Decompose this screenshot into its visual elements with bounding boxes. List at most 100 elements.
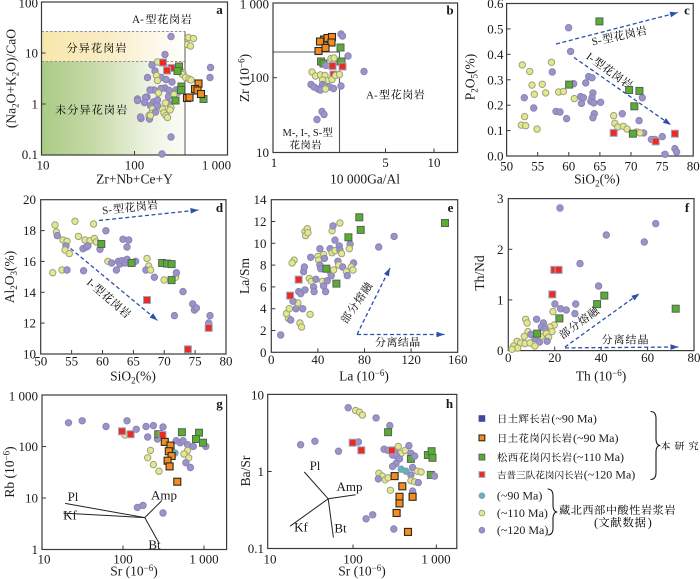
svg-text:Th (10−6): Th (10−6) bbox=[576, 368, 626, 384]
svg-text:18: 18 bbox=[23, 223, 36, 238]
svg-text:70: 70 bbox=[625, 159, 638, 174]
svg-text:1 000: 1 000 bbox=[421, 552, 450, 567]
svg-text:1: 1 bbox=[271, 155, 278, 170]
svg-text:c: c bbox=[684, 3, 690, 18]
svg-text:80: 80 bbox=[358, 352, 371, 367]
svg-text:1 000: 1 000 bbox=[202, 158, 231, 173]
svg-text:1: 1 bbox=[32, 97, 39, 112]
svg-text:3: 3 bbox=[497, 191, 504, 206]
svg-text:0.2: 0.2 bbox=[487, 98, 503, 113]
svg-text:Kf: Kf bbox=[63, 508, 77, 523]
svg-text:10: 10 bbox=[264, 552, 277, 567]
svg-text:0.4: 0.4 bbox=[487, 47, 504, 62]
svg-text:(~110 Ma): (~110 Ma) bbox=[573, 450, 624, 464]
svg-text:Kf: Kf bbox=[294, 520, 308, 535]
svg-text:160: 160 bbox=[448, 352, 468, 367]
svg-text:b: b bbox=[446, 3, 453, 18]
svg-text:g: g bbox=[216, 396, 223, 411]
svg-text:55: 55 bbox=[65, 354, 78, 369]
svg-text:Sr (10−6): Sr (10−6) bbox=[110, 563, 157, 579]
svg-text:1: 1 bbox=[258, 464, 265, 479]
svg-text:100: 100 bbox=[343, 552, 363, 567]
svg-text:10: 10 bbox=[25, 46, 38, 61]
svg-text:0.6: 0.6 bbox=[487, 0, 504, 11]
svg-text:h: h bbox=[446, 396, 454, 411]
svg-text:65: 65 bbox=[593, 159, 606, 174]
svg-text:100: 100 bbox=[113, 552, 133, 567]
svg-text:Zr (10−6): Zr (10−6) bbox=[237, 54, 253, 102]
svg-text:10: 10 bbox=[23, 347, 36, 362]
svg-text:S-: S- bbox=[591, 35, 603, 49]
svg-text:(~120 Ma): (~120 Ma) bbox=[497, 523, 548, 537]
svg-text:1 000: 1 000 bbox=[240, 0, 269, 12]
svg-text:60: 60 bbox=[562, 159, 575, 174]
svg-text:80: 80 bbox=[687, 159, 700, 174]
svg-text:16: 16 bbox=[23, 254, 37, 269]
svg-text:50: 50 bbox=[34, 354, 47, 369]
svg-text:120: 120 bbox=[401, 352, 421, 367]
svg-text:0.1: 0.1 bbox=[22, 147, 38, 162]
svg-text:Pl: Pl bbox=[310, 458, 321, 473]
svg-text:A-: A- bbox=[132, 14, 144, 26]
svg-text:0: 0 bbox=[497, 343, 504, 358]
svg-text:75: 75 bbox=[189, 354, 202, 369]
svg-text:0.1: 0.1 bbox=[248, 541, 264, 556]
svg-text:M-, I-, S-: M-, I-, S- bbox=[283, 128, 323, 139]
svg-text:1 000: 1 000 bbox=[189, 552, 218, 567]
svg-text:0.3: 0.3 bbox=[487, 72, 503, 87]
svg-text:100: 100 bbox=[19, 0, 39, 11]
svg-text:2: 2 bbox=[497, 242, 504, 257]
svg-text:0: 0 bbox=[505, 350, 512, 365]
svg-text:Bt: Bt bbox=[148, 537, 161, 552]
svg-text:Sr (10−6): Sr (10−6) bbox=[338, 563, 385, 579]
svg-text:Zr+Nb+Ce+Y: Zr+Nb+Ce+Y bbox=[96, 172, 173, 187]
svg-text:1: 1 bbox=[497, 292, 504, 307]
svg-text:2: 2 bbox=[260, 323, 267, 338]
svg-text:0: 0 bbox=[268, 352, 275, 367]
svg-text:60: 60 bbox=[641, 350, 654, 365]
svg-text:80: 80 bbox=[220, 354, 233, 369]
svg-text:d: d bbox=[216, 200, 224, 215]
svg-text:14: 14 bbox=[254, 192, 268, 207]
svg-text:(~120 Ma): (~120 Ma) bbox=[584, 468, 635, 482]
svg-text:10 000Ga/Al: 10 000Ga/Al bbox=[330, 172, 400, 187]
svg-text:12: 12 bbox=[23, 316, 36, 331]
svg-text:e: e bbox=[448, 200, 454, 215]
svg-text:20: 20 bbox=[23, 192, 36, 207]
svg-text:1 000: 1 000 bbox=[9, 389, 38, 404]
svg-text:P2O5(%): P2O5(%) bbox=[463, 54, 480, 101]
svg-text:(: ( bbox=[594, 516, 598, 530]
svg-text:SiO2(%): SiO2(%) bbox=[574, 172, 620, 189]
svg-text:100: 100 bbox=[125, 158, 145, 173]
svg-text:70: 70 bbox=[158, 354, 171, 369]
svg-text:60: 60 bbox=[96, 354, 109, 369]
svg-text:0: 0 bbox=[260, 345, 267, 360]
svg-text:Th/Nd: Th/Nd bbox=[472, 255, 487, 290]
svg-text:Amp: Amp bbox=[337, 479, 363, 494]
svg-text:Al2O3(%): Al2O3(%) bbox=[2, 251, 19, 304]
svg-text:0.5: 0.5 bbox=[487, 21, 503, 36]
svg-text:55: 55 bbox=[531, 159, 544, 174]
svg-text:S-: S- bbox=[102, 204, 113, 217]
svg-text:La (10−6): La (10−6) bbox=[339, 368, 389, 384]
svg-text:4: 4 bbox=[260, 301, 267, 316]
svg-text:100: 100 bbox=[250, 70, 270, 85]
svg-text:f: f bbox=[685, 200, 690, 215]
svg-text:A-: A- bbox=[366, 90, 378, 102]
svg-text:(~90 Ma): (~90 Ma) bbox=[573, 431, 618, 445]
svg-text:100: 100 bbox=[19, 439, 39, 454]
svg-text:14: 14 bbox=[23, 285, 37, 300]
svg-text:(~110 Ma): (~110 Ma) bbox=[497, 506, 548, 520]
svg-text:20: 20 bbox=[548, 350, 561, 365]
svg-text:La/Sm: La/Sm bbox=[237, 258, 252, 294]
svg-text:10: 10 bbox=[25, 491, 38, 506]
svg-text:(Na2O+K2O)/CaO: (Na2O+K2O)/CaO bbox=[4, 29, 21, 128]
svg-text:10: 10 bbox=[254, 236, 267, 251]
svg-text:Amp: Amp bbox=[151, 488, 177, 503]
svg-text:65: 65 bbox=[127, 354, 140, 369]
svg-text:Rb (10−6): Rb (10−6) bbox=[2, 446, 18, 497]
svg-text:40: 40 bbox=[595, 350, 608, 365]
svg-text:Pl: Pl bbox=[68, 489, 79, 504]
svg-text:a: a bbox=[216, 2, 223, 17]
svg-text:10: 10 bbox=[256, 145, 269, 160]
